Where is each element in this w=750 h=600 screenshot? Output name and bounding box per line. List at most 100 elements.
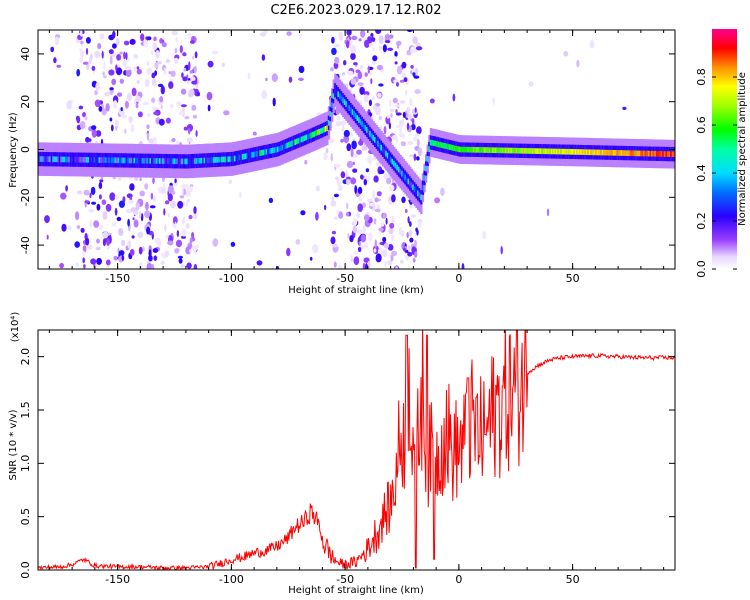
noise-blob-3-230 bbox=[414, 251, 418, 258]
noise-blob-3-143 bbox=[383, 125, 387, 135]
ridge-core bbox=[566, 148, 569, 155]
noise-blob-0-5 bbox=[50, 46, 55, 53]
noise-blob-3-154 bbox=[371, 37, 376, 42]
ridge-core bbox=[469, 146, 472, 153]
noise-blob-3-344 bbox=[375, 253, 382, 263]
noise-blob-1-424 bbox=[191, 232, 195, 239]
noise-blob-1-346 bbox=[163, 67, 167, 76]
snr-panel: -150 -100 -50 0 50 0.0 0.5 1.0 1.5 2.0 Height of … bbox=[8, 312, 676, 596]
ridge-core bbox=[534, 148, 538, 154]
ridge-core bbox=[162, 158, 165, 164]
noise-blob-3-398 bbox=[394, 56, 397, 60]
ridge-core bbox=[557, 148, 560, 155]
noise-blob-1-215 bbox=[113, 255, 118, 261]
ridge-core bbox=[455, 145, 458, 152]
noise-blob-1-242 bbox=[118, 200, 125, 208]
ridge-core bbox=[483, 147, 487, 153]
ridge-core bbox=[546, 148, 549, 155]
ridge-core bbox=[431, 140, 434, 146]
ridge-core bbox=[386, 152, 390, 159]
noise-blob-1-395 bbox=[95, 246, 101, 251]
noise-blob-1-394 bbox=[106, 238, 110, 246]
y-tick-label: 20 bbox=[19, 95, 32, 109]
ridge-core bbox=[243, 153, 246, 160]
noise-blob-2-28 bbox=[272, 97, 276, 107]
ridge-core bbox=[589, 149, 592, 156]
noise-blob-1-381 bbox=[138, 210, 142, 219]
ridge-core bbox=[139, 157, 143, 164]
noise-blob-1-324 bbox=[78, 105, 84, 110]
noise-blob-3-268 bbox=[341, 124, 345, 132]
noise-blob-1-282 bbox=[115, 38, 120, 45]
noise-blob-3-373 bbox=[335, 120, 342, 127]
ridge-core bbox=[257, 150, 261, 157]
noise-blob-2-30 bbox=[295, 239, 301, 245]
ridge-core bbox=[614, 150, 617, 156]
noise-blob-1-398 bbox=[96, 203, 101, 211]
ridge-core bbox=[620, 150, 624, 156]
ridge-core bbox=[106, 157, 109, 163]
noise-blob-1-368 bbox=[140, 213, 144, 222]
noise-blob-1-247 bbox=[124, 128, 127, 134]
ridge-core bbox=[655, 151, 659, 157]
ridge-core bbox=[63, 156, 66, 163]
noise-blob-2-38 bbox=[207, 60, 214, 68]
ridge-core bbox=[405, 176, 409, 183]
noise-blob-1-348 bbox=[102, 231, 109, 239]
noise-blob-1-269 bbox=[129, 249, 135, 256]
snr-plot-area bbox=[38, 330, 675, 570]
ridge-core bbox=[606, 149, 609, 156]
noise-blob-3-103 bbox=[368, 43, 374, 47]
noise-blob-3-323 bbox=[404, 89, 408, 96]
ridge-core bbox=[276, 146, 280, 153]
noise-blob-3-148 bbox=[336, 177, 342, 187]
noise-blob-2-18 bbox=[315, 185, 320, 192]
ridge-core bbox=[71, 156, 74, 163]
ridge-core bbox=[436, 141, 439, 147]
ridge-core bbox=[351, 109, 354, 115]
ridge-core bbox=[641, 150, 644, 157]
ridge-core bbox=[464, 146, 468, 153]
ridge-core bbox=[452, 145, 455, 151]
ridge-core bbox=[538, 148, 541, 154]
ridge-core bbox=[248, 152, 251, 159]
ridge-core bbox=[587, 149, 590, 156]
noise-blob-3-257 bbox=[334, 56, 340, 64]
ridge-core bbox=[604, 149, 608, 156]
ridge-core bbox=[646, 150, 649, 157]
ridge-core bbox=[202, 157, 205, 164]
noise-blob-2-26 bbox=[261, 54, 266, 61]
ridge-core bbox=[149, 158, 152, 164]
noise-blob-3-385 bbox=[345, 202, 349, 210]
ridge-core bbox=[346, 103, 350, 109]
ridge-core bbox=[302, 135, 305, 142]
noise-blob-3-304 bbox=[401, 61, 407, 69]
noise-blob-1-371 bbox=[114, 119, 119, 127]
noise-blob-0-17 bbox=[59, 262, 64, 269]
noise-blob-3-283 bbox=[410, 65, 414, 69]
ridge-core bbox=[249, 152, 253, 158]
ridge-core bbox=[440, 142, 444, 148]
noise-blob-1-291 bbox=[88, 56, 92, 64]
ridge-core bbox=[87, 157, 90, 163]
noise-blob-1-393 bbox=[151, 97, 156, 103]
noise-blob-4-10 bbox=[492, 96, 495, 106]
ridge-core bbox=[539, 148, 542, 154]
noise-blob-3-189 bbox=[378, 115, 383, 121]
ridge-core bbox=[50, 156, 53, 163]
ridge-core bbox=[151, 158, 154, 164]
ridge-core bbox=[152, 158, 155, 164]
ridge-core bbox=[323, 126, 326, 133]
noise-blob-4-7 bbox=[528, 81, 534, 87]
noise-blob-3-326 bbox=[391, 250, 397, 257]
ridge-core bbox=[74, 156, 77, 163]
ridge-core bbox=[138, 157, 141, 164]
ridge-core bbox=[163, 158, 167, 164]
noise-blob-1-223 bbox=[135, 95, 142, 103]
noise-blob-3-83 bbox=[416, 156, 420, 161]
noise-blob-1-311 bbox=[133, 67, 136, 72]
ridge-core bbox=[205, 157, 208, 164]
noise-blob-1-112 bbox=[124, 66, 131, 71]
noise-blob-1-352 bbox=[177, 200, 184, 209]
noise-blob-3-209 bbox=[372, 104, 378, 111]
